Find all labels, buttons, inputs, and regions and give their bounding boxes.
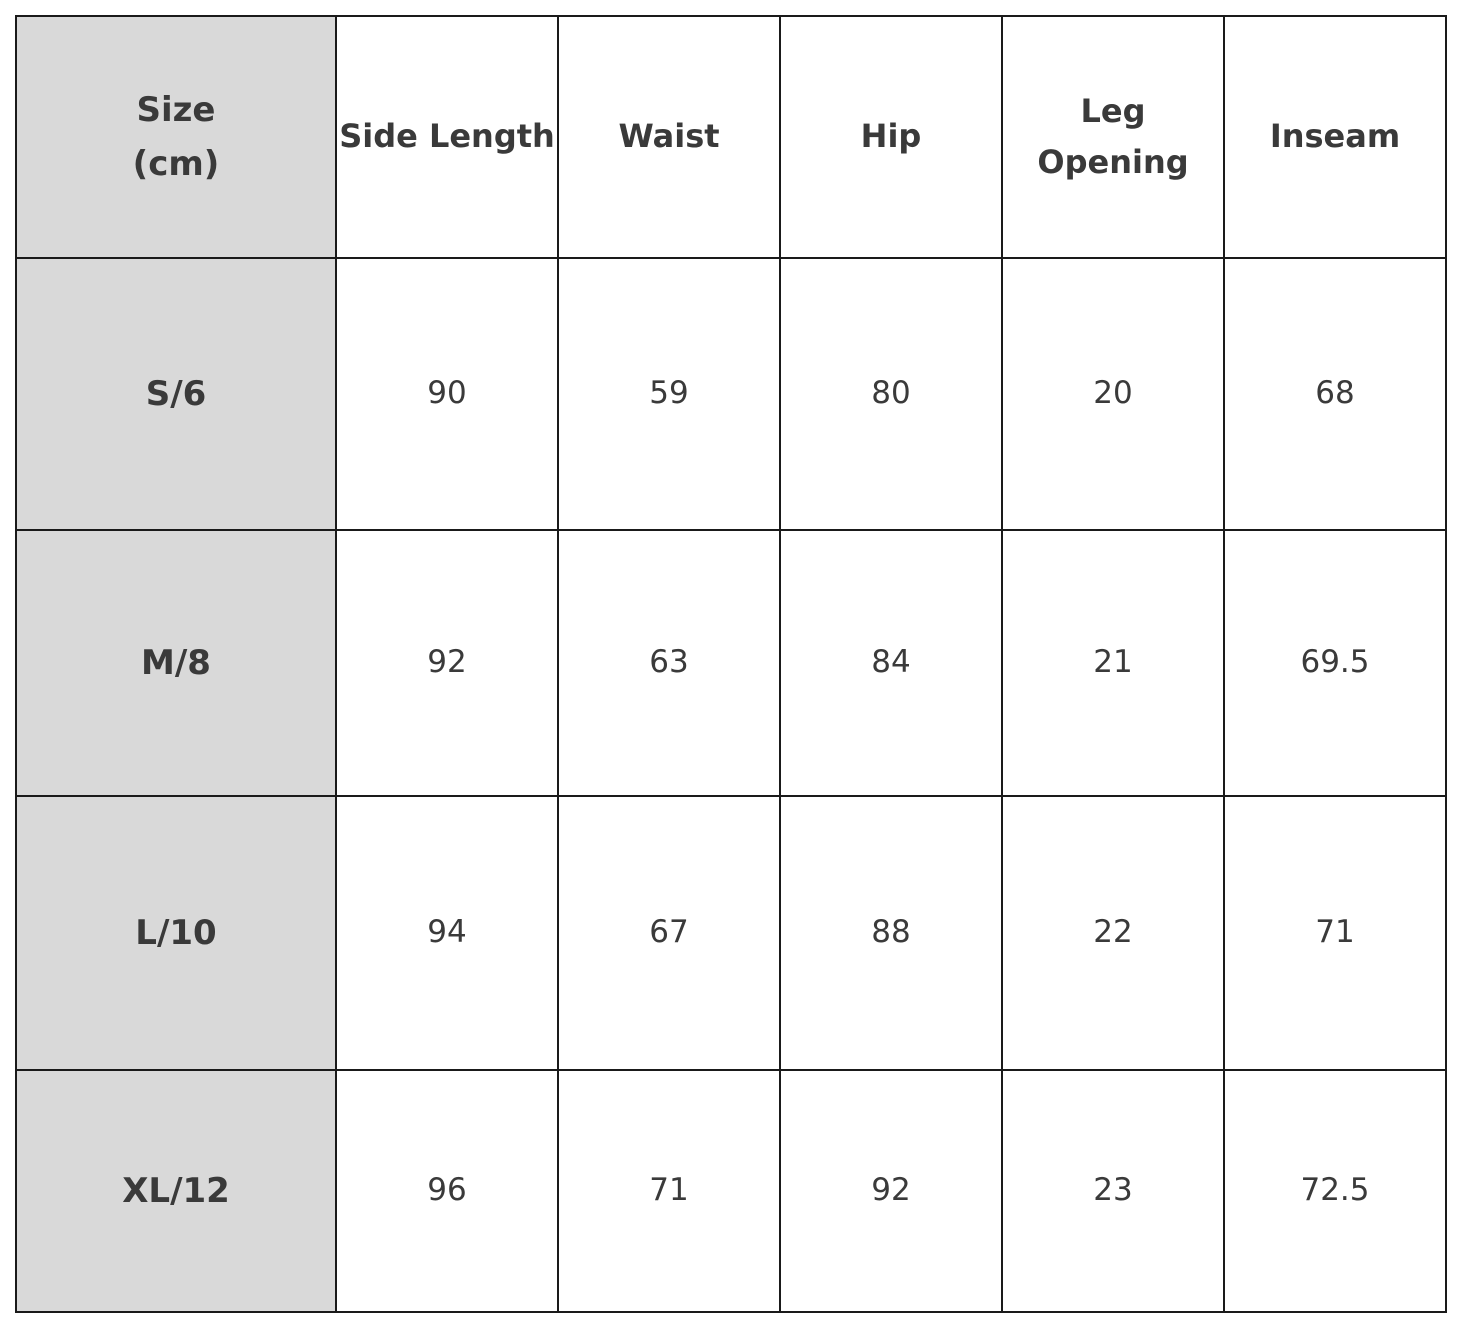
value-cell: 72.5 — [1223, 1069, 1447, 1313]
header-cell: Side Length — [335, 15, 559, 259]
value-cell: 90 — [335, 257, 559, 531]
size-cell: L/10 — [15, 795, 337, 1071]
header-cell: Waist — [557, 15, 781, 259]
value-cell: 23 — [1001, 1069, 1225, 1313]
size-cell: M/8 — [15, 529, 337, 797]
value-cell: 71 — [1223, 795, 1447, 1071]
value-cell: 84 — [779, 529, 1003, 797]
header-cell: Leg Opening — [1001, 15, 1225, 259]
header-cell: Inseam — [1223, 15, 1447, 259]
value-cell: 92 — [335, 529, 559, 797]
value-cell: 63 — [557, 529, 781, 797]
size-cell: XL/12 — [15, 1069, 337, 1313]
value-cell: 68 — [1223, 257, 1447, 531]
value-cell: 21 — [1001, 529, 1225, 797]
value-cell: 20 — [1001, 257, 1225, 531]
header-cell: Hip — [779, 15, 1003, 259]
value-cell: 69.5 — [1223, 529, 1447, 797]
value-cell: 96 — [335, 1069, 559, 1313]
value-cell: 59 — [557, 257, 781, 531]
value-cell: 22 — [1001, 795, 1225, 1071]
value-cell: 88 — [779, 795, 1003, 1071]
value-cell: 92 — [779, 1069, 1003, 1313]
value-cell: 67 — [557, 795, 781, 1071]
value-cell: 94 — [335, 795, 559, 1071]
value-cell: 71 — [557, 1069, 781, 1313]
header-cell: Size (cm) — [15, 15, 337, 259]
value-cell: 80 — [779, 257, 1003, 531]
size-cell: S/6 — [15, 257, 337, 531]
